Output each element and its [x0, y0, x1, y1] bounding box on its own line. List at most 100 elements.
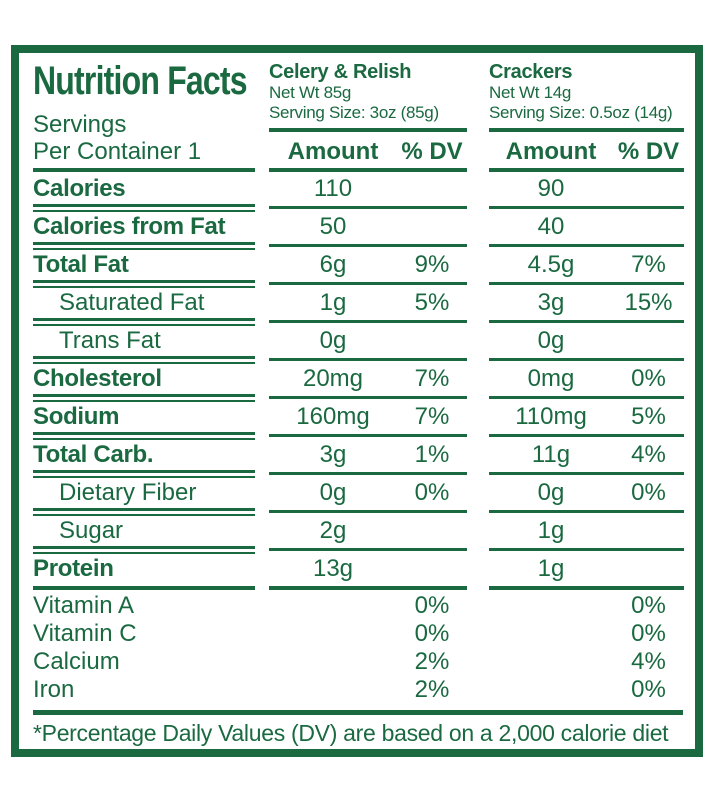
separator [33, 165, 684, 174]
amount-1: 3g [319, 440, 347, 468]
rule [33, 710, 683, 715]
dv-2: 0% [631, 478, 666, 506]
amount-1: 6g [319, 250, 347, 278]
rule [269, 548, 467, 551]
dv-2: 0% [631, 364, 666, 392]
row-trans-fat: Trans Fat 0g 0g [33, 326, 683, 355]
row-label: Calories [33, 174, 126, 202]
rule [33, 317, 255, 326]
row-label: Sugar [59, 516, 124, 544]
header-left: Nutrition Facts Servings Per Container 1 [33, 61, 269, 165]
rule [33, 545, 255, 554]
rule [489, 434, 684, 437]
amount-1: 13g [312, 554, 354, 582]
rule [269, 206, 467, 209]
dv-2: 5% [631, 402, 666, 430]
rule [489, 320, 684, 323]
dv-1: 7% [414, 364, 450, 392]
amount-1: 0g [319, 478, 347, 506]
separator [33, 431, 684, 440]
dv-2: 7% [631, 250, 666, 278]
rule [269, 434, 467, 437]
row-label: Sodium [33, 402, 120, 430]
label-header: Nutrition Facts Servings Per Container 1… [33, 61, 684, 165]
amount-2: 11g [531, 440, 571, 468]
rule [33, 241, 255, 250]
row-saturated-fat: Saturated Fat 1g 5% 3g 15% [33, 288, 683, 317]
label-title: Nutrition Facts [33, 59, 248, 103]
dv-1: 5% [414, 288, 450, 316]
rule [33, 203, 255, 212]
dv-1: 0% [414, 592, 450, 619]
separator [33, 469, 684, 478]
rule [489, 282, 684, 285]
rule [269, 244, 467, 247]
amount-1: 110 [313, 174, 353, 202]
amount-2: 0mg [527, 364, 575, 392]
amount-1: 0g [319, 326, 347, 354]
separator [33, 355, 684, 364]
amount-2: 40 [537, 212, 565, 240]
row-calories-from-fat: Calories from Fat 50 40 [33, 212, 683, 241]
separator [33, 583, 684, 592]
rule [489, 244, 684, 247]
nutrition-facts-label: Nutrition Facts Servings Per Container 1… [11, 45, 703, 757]
rule [33, 585, 255, 590]
rule [33, 355, 255, 364]
row-vitamin-c: Vitamin C 0% 0% [33, 620, 683, 648]
rule [489, 510, 684, 513]
product-serving-size: Serving Size: 3oz (85g) [269, 103, 439, 122]
amount-2: 3g [537, 288, 565, 316]
rule [489, 167, 684, 172]
row-protein: Protein 13g 1g [33, 554, 683, 583]
row-dietary-fiber: Dietary Fiber 0g 0% 0g 0% [33, 478, 683, 507]
row-label: Vitamin C [33, 620, 137, 647]
per-container-line: Per Container 1 [33, 138, 202, 165]
dv-1: 7% [414, 402, 450, 430]
separator [33, 279, 684, 288]
amount-2: 0g [537, 326, 565, 354]
dv-1: 0% [414, 478, 450, 506]
dv-2: 0% [631, 592, 666, 619]
separator [33, 317, 684, 326]
dv-2: 4% [631, 440, 666, 468]
separator [33, 241, 684, 250]
amount-1: 160mg [296, 402, 370, 430]
rule [489, 358, 684, 361]
rule [33, 507, 255, 516]
rule [269, 128, 467, 132]
row-total-fat: Total Fat 6g 9% 4.5g 7% [33, 250, 683, 279]
dv-1: 0% [414, 620, 450, 647]
dv-2: 0% [631, 620, 666, 647]
separator [33, 545, 684, 554]
product-column-crackers: Crackers Net Wt 14g Serving Size: 0.5oz … [489, 61, 684, 165]
dv-1: 2% [414, 648, 450, 675]
rule [489, 548, 684, 551]
rule [269, 167, 467, 172]
row-label: Saturated Fat [59, 288, 205, 316]
row-sugar: Sugar 2g 1g [33, 516, 683, 545]
dv-2: 0% [631, 676, 666, 703]
separator [33, 507, 684, 516]
rule [269, 585, 467, 590]
row-label: Total Fat [33, 250, 129, 278]
rule [269, 472, 467, 475]
dv-1: 2% [414, 676, 450, 703]
rule [489, 585, 684, 590]
dv-1: 9% [414, 250, 450, 278]
amount-1: 1g [319, 288, 347, 316]
rule [269, 358, 467, 361]
rule [33, 469, 255, 478]
product-column-celery-relish: Celery & Relish Net Wt 85g Serving Size:… [269, 61, 467, 165]
rule [33, 279, 255, 288]
row-label: Dietary Fiber [59, 478, 197, 506]
dv-2: 15% [624, 288, 673, 316]
row-label: Calcium [33, 648, 120, 675]
servings-block: Servings Per Container 1 [33, 111, 269, 165]
dv-header: % DV [401, 138, 463, 165]
daily-values-footnote: *Percentage Daily Values (DV) are based … [33, 720, 669, 746]
row-vitamin-a: Vitamin A 0% 0% [33, 592, 683, 620]
amount-2: 110mg [515, 402, 587, 430]
row-total-carb: Total Carb. 3g 1% 11g 4% [33, 440, 683, 469]
row-label: Trans Fat [59, 326, 161, 354]
